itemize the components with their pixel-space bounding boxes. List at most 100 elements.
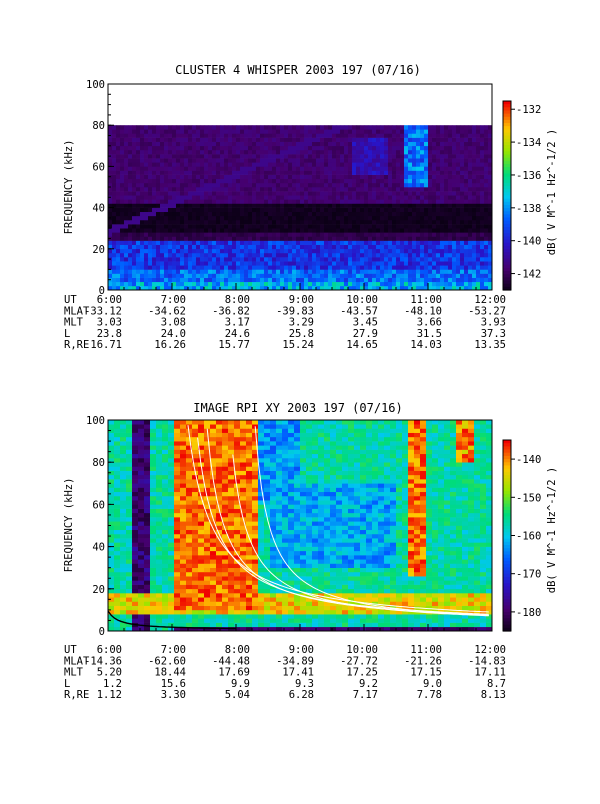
spectrogram-cell xyxy=(174,593,180,598)
spectrogram-cell xyxy=(148,183,152,187)
spectrogram-cell xyxy=(424,191,428,195)
spectrogram-cell xyxy=(232,146,236,150)
spectrogram-cell xyxy=(256,129,260,133)
spectrogram-cell xyxy=(150,572,156,577)
spectrogram-cell xyxy=(126,568,132,573)
spectrogram-cell xyxy=(412,158,416,162)
spectrogram-cell xyxy=(420,282,424,286)
spectrogram-cell xyxy=(180,424,186,429)
spectrogram-cell xyxy=(132,479,138,484)
spectrogram-cell xyxy=(164,232,168,236)
spectrogram-cell xyxy=(264,125,268,129)
spectrogram-cell xyxy=(108,504,114,509)
spectrogram-cell xyxy=(416,175,420,179)
spectrogram-cell xyxy=(428,278,432,282)
spectrogram-cell xyxy=(120,441,126,446)
spectrogram-cell xyxy=(384,261,388,265)
spectrogram-cell xyxy=(174,483,180,488)
spectrogram-cell xyxy=(236,138,240,142)
spectrogram-cell xyxy=(428,125,432,129)
spectrogram-cell xyxy=(396,265,400,269)
spectrogram-cell xyxy=(120,216,124,220)
spectrogram-cell xyxy=(476,158,480,162)
spectrogram-cell xyxy=(456,236,460,240)
spectrogram-cell xyxy=(228,133,232,137)
spectrogram-cell xyxy=(280,236,284,240)
spectrogram-cell xyxy=(292,278,296,282)
spectrogram-cell xyxy=(164,265,168,269)
spectrogram-cell xyxy=(316,261,320,265)
spectrogram-cell xyxy=(272,228,276,232)
ephemeris-value: 11:00 xyxy=(410,294,442,306)
spectrogram-cell xyxy=(264,142,268,146)
spectrogram-cell xyxy=(288,142,292,146)
spectrogram-cell xyxy=(120,610,126,615)
spectrogram-cell xyxy=(224,166,228,170)
spectrogram-cell xyxy=(114,538,120,543)
spectrogram-cell xyxy=(140,150,144,154)
spectrogram-cell xyxy=(188,278,192,282)
spectrogram-cell xyxy=(360,232,364,236)
spectrogram-cell xyxy=(288,257,292,261)
spectrogram-cell xyxy=(388,220,392,224)
spectrogram-cell xyxy=(364,171,368,175)
spectrogram-cell xyxy=(420,220,424,224)
spectrogram-cell xyxy=(176,158,180,162)
spectrogram-cell xyxy=(272,162,276,166)
spectrogram-cell xyxy=(132,175,136,179)
spectrogram-cell xyxy=(162,576,168,581)
spectrogram-cell xyxy=(112,253,116,257)
spectrogram-cell xyxy=(436,183,440,187)
spectrogram-cell xyxy=(204,521,210,526)
spectrogram-cell xyxy=(224,175,228,179)
spectrogram-cell xyxy=(188,274,192,278)
spectrogram-cell xyxy=(440,183,444,187)
spectrogram-cell xyxy=(372,166,376,170)
spectrogram-cell xyxy=(344,125,348,129)
spectrogram-cell xyxy=(296,269,300,273)
spectrogram-cell xyxy=(352,220,356,224)
spectrogram-cell xyxy=(368,154,372,158)
spectrogram-cell xyxy=(376,195,380,199)
spectrogram-cell xyxy=(144,228,148,232)
spectrogram-cell xyxy=(216,471,222,476)
spectrogram-cell xyxy=(316,162,320,166)
spectrogram-cell xyxy=(464,236,468,240)
spectrogram-cell xyxy=(364,162,368,166)
spectrogram-cell xyxy=(168,610,174,615)
spectrogram-cell xyxy=(344,133,348,137)
spectrogram-cell xyxy=(140,154,144,158)
spectrogram-cell xyxy=(108,138,112,142)
spectrogram-cell xyxy=(132,224,136,228)
spectrogram-cell xyxy=(114,454,120,459)
spectrogram-cell xyxy=(384,212,388,216)
spectrogram-cell xyxy=(168,208,172,212)
spectrogram-cell xyxy=(180,585,186,590)
spectrogram-cell xyxy=(124,133,128,137)
spectrogram-cell xyxy=(412,216,416,220)
spectrogram-cell xyxy=(126,580,132,585)
spectrogram-cell xyxy=(292,187,296,191)
spectrogram-cell xyxy=(460,166,464,170)
spectrogram-cell xyxy=(424,269,428,273)
spectrogram-cell xyxy=(460,125,464,129)
spectrogram-cell xyxy=(436,150,440,154)
spectrogram-cell xyxy=(208,232,212,236)
spectrogram-cell xyxy=(468,274,472,278)
spectrogram-cell xyxy=(150,589,156,594)
spectrogram-cell xyxy=(180,232,184,236)
spectrogram-cell xyxy=(292,138,296,142)
spectrogram-cell xyxy=(112,232,116,236)
spectrogram-cell xyxy=(408,278,412,282)
spectrogram-cell xyxy=(162,526,168,531)
spectrogram-cell xyxy=(468,269,472,273)
spectrogram-cell xyxy=(116,158,120,162)
spectrogram-cell xyxy=(300,232,304,236)
spectrogram-cell xyxy=(138,530,144,535)
spectrogram-cell xyxy=(244,154,248,158)
spectrogram-cell xyxy=(144,162,148,166)
spectrogram-cell xyxy=(150,433,156,438)
spectrogram-cell xyxy=(120,232,124,236)
spectrogram-cell xyxy=(220,282,224,286)
spectrogram-cell xyxy=(220,265,224,269)
